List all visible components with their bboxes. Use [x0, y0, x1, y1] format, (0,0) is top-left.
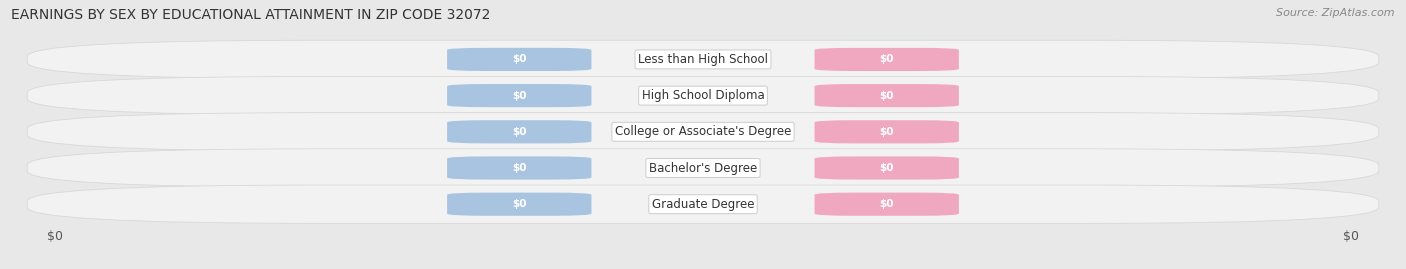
Text: Less than High School: Less than High School: [638, 53, 768, 66]
Text: $0: $0: [880, 199, 894, 209]
FancyBboxPatch shape: [27, 185, 1379, 223]
Text: $0: $0: [880, 91, 894, 101]
Text: $0: $0: [512, 91, 526, 101]
FancyBboxPatch shape: [447, 156, 592, 180]
FancyBboxPatch shape: [447, 120, 592, 143]
Text: Bachelor's Degree: Bachelor's Degree: [650, 161, 756, 175]
FancyBboxPatch shape: [27, 40, 1379, 79]
Text: $0: $0: [512, 199, 526, 209]
Text: EARNINGS BY SEX BY EDUCATIONAL ATTAINMENT IN ZIP CODE 32072: EARNINGS BY SEX BY EDUCATIONAL ATTAINMEN…: [11, 8, 491, 22]
FancyBboxPatch shape: [447, 193, 592, 216]
Text: $0: $0: [46, 230, 63, 243]
FancyBboxPatch shape: [814, 193, 959, 216]
Text: $0: $0: [1343, 230, 1360, 243]
Text: $0: $0: [880, 127, 894, 137]
Text: $0: $0: [880, 54, 894, 64]
Text: High School Diploma: High School Diploma: [641, 89, 765, 102]
FancyBboxPatch shape: [447, 48, 592, 71]
FancyBboxPatch shape: [814, 48, 959, 71]
Text: College or Associate's Degree: College or Associate's Degree: [614, 125, 792, 138]
FancyBboxPatch shape: [814, 156, 959, 180]
Text: $0: $0: [512, 127, 526, 137]
FancyBboxPatch shape: [27, 149, 1379, 187]
Text: Graduate Degree: Graduate Degree: [652, 198, 754, 211]
FancyBboxPatch shape: [814, 120, 959, 143]
Text: $0: $0: [512, 54, 526, 64]
FancyBboxPatch shape: [27, 76, 1379, 115]
FancyBboxPatch shape: [814, 84, 959, 107]
Text: $0: $0: [880, 163, 894, 173]
Text: $0: $0: [512, 163, 526, 173]
Text: Source: ZipAtlas.com: Source: ZipAtlas.com: [1277, 8, 1395, 18]
FancyBboxPatch shape: [27, 113, 1379, 151]
FancyBboxPatch shape: [447, 84, 592, 107]
